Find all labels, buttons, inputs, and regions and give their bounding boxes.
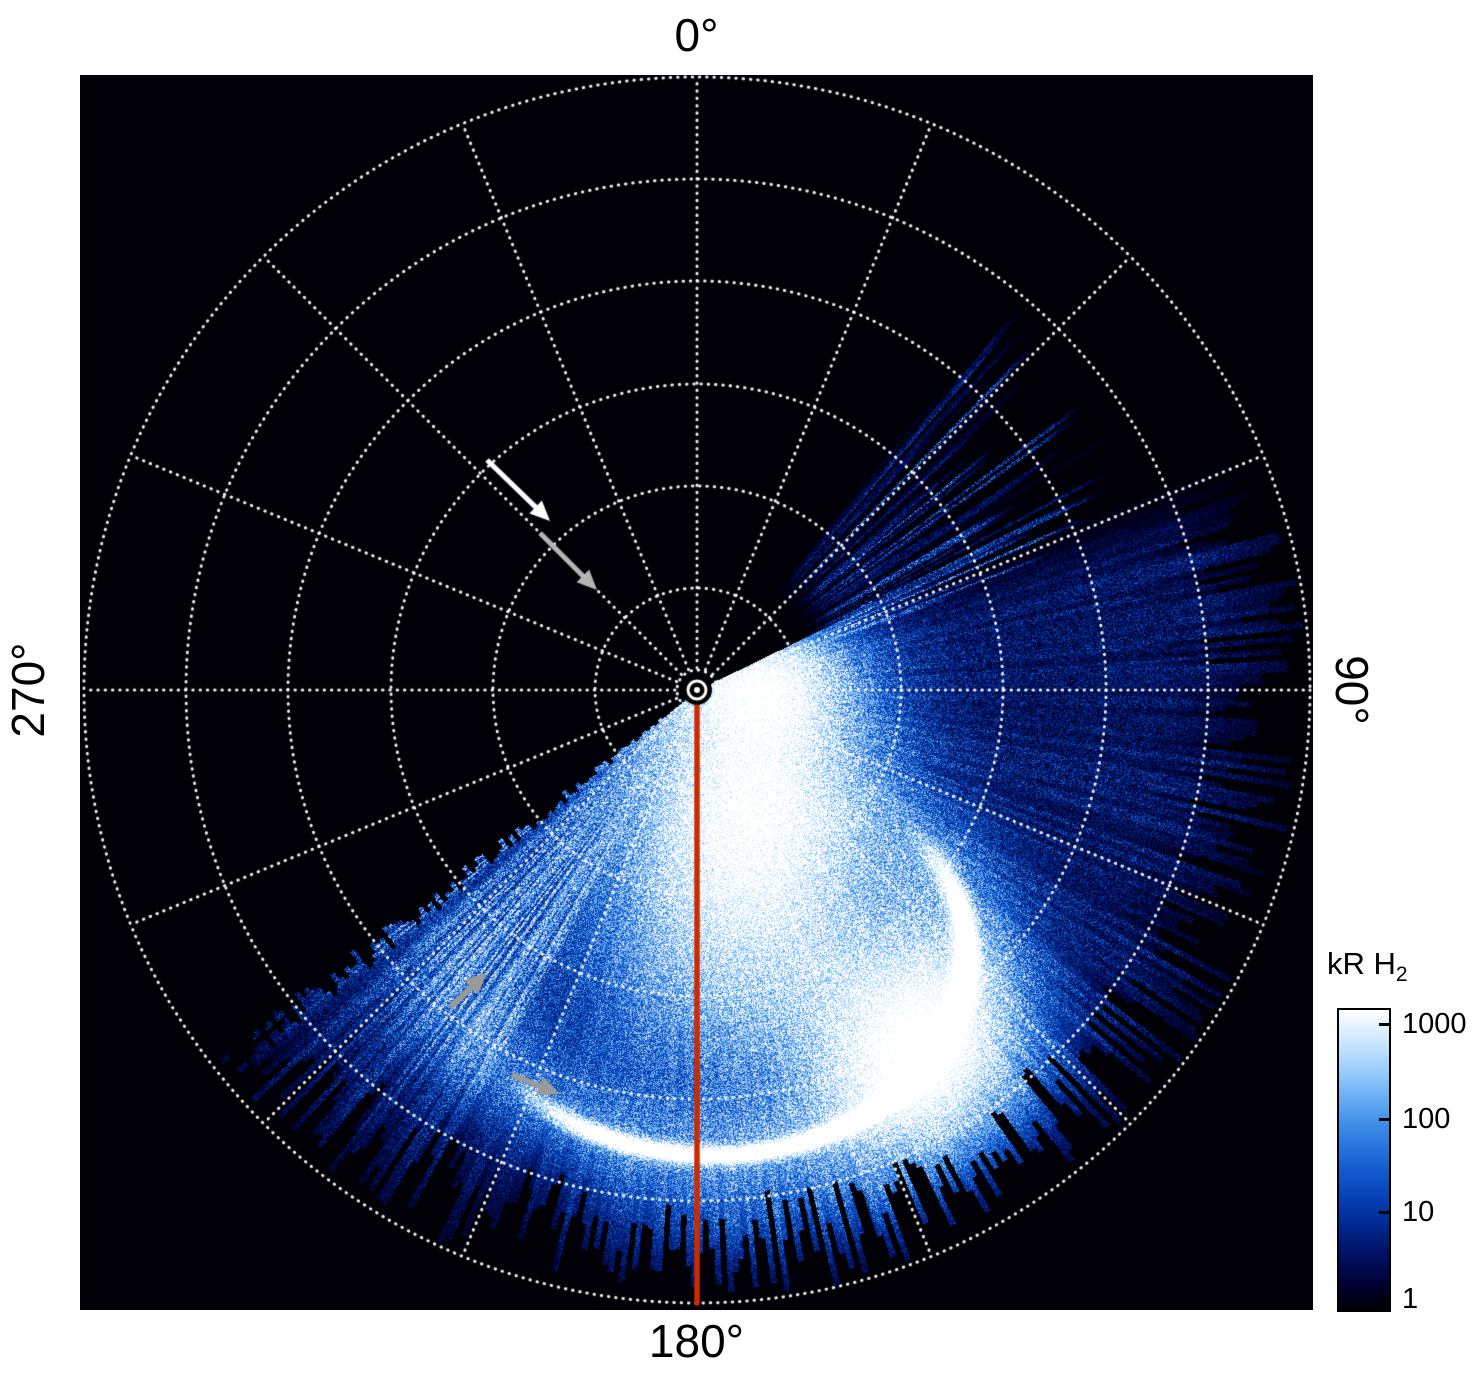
- angle-label-270deg: 270°: [2, 642, 54, 738]
- colorbar-tickmark: [1379, 1023, 1389, 1027]
- polar-plot: [80, 75, 1313, 1310]
- colorbar-title: kR H2: [1327, 946, 1408, 987]
- colorbar-unit-sub: 2: [1395, 963, 1408, 987]
- colorbar-tickmark: [1379, 1210, 1389, 1214]
- colorbar: [1337, 1008, 1391, 1312]
- colorbar-tickmark: [1379, 1117, 1389, 1121]
- colorbar-unit: kR H: [1327, 946, 1396, 981]
- colorbar-tick-1000: 1000: [1402, 1008, 1467, 1041]
- angle-label-90deg: 90°: [1326, 655, 1378, 725]
- colorbar-tickmark: [1379, 1297, 1389, 1301]
- angle-label-0deg: 0°: [674, 9, 719, 61]
- aurora-polar-canvas: [80, 75, 1313, 1310]
- angle-label-180deg: 180°: [648, 1315, 745, 1367]
- colorbar-tick-10: 10: [1402, 1195, 1435, 1228]
- colorbar-tick-1: 1: [1402, 1282, 1419, 1315]
- colorbar-tick-100: 100: [1402, 1102, 1451, 1135]
